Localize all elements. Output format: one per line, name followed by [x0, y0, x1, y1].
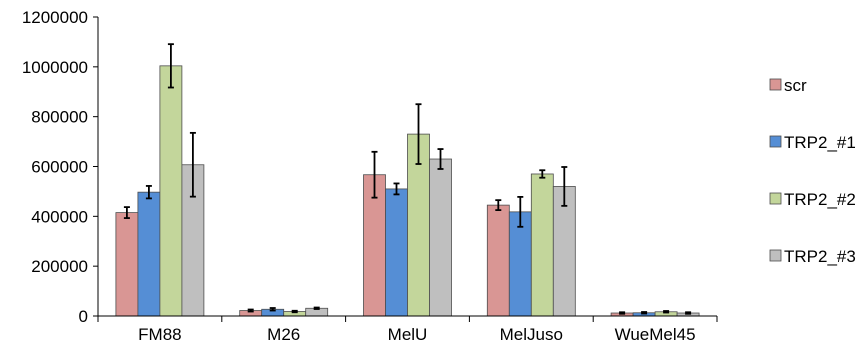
y-tick-label: 600000: [31, 158, 88, 177]
legend-label: TRP2_#2: [784, 190, 856, 209]
y-axis: 0 200000 400000 600000 800000 1000000 1200000: [22, 8, 99, 326]
bar-TRP21-MelU: [385, 188, 408, 317]
y-tick-label: 1000000: [22, 58, 88, 77]
x-tick-label: WueMel45: [615, 325, 696, 344]
bar-scr-MelJuso: [486, 204, 510, 317]
x-tick-label: FM88: [138, 325, 181, 344]
bars-area: [115, 65, 700, 317]
legend-label: TRP2_#1: [784, 133, 856, 152]
bar-TRP22-FM88: [159, 65, 183, 317]
bar-TRP23-MelU: [429, 158, 452, 317]
error-bars: [123, 43, 692, 315]
bar-TRP22-MelJuso: [530, 173, 554, 317]
y-tick-label: 200000: [31, 257, 88, 276]
legend-label: TRP2_#3: [784, 247, 856, 266]
legend-label: scr: [784, 76, 807, 95]
x-tick-label: MelJuso: [500, 325, 563, 344]
y-tick-label: 1200000: [22, 8, 88, 27]
bar-scr-FM88: [115, 212, 139, 317]
x-axis: FM88 M26 MelU MelJuso WueMel45: [97, 315, 718, 344]
legend-swatch-TRP22: [769, 192, 782, 205]
y-tick-label: 800000: [31, 108, 88, 127]
legend-swatch-TRP23: [769, 249, 782, 262]
y-tick-label: 0: [79, 307, 88, 326]
x-tick-label: M26: [267, 325, 300, 344]
legend-swatch-TRP21: [769, 135, 782, 148]
legend: scr TRP2_#1 TRP2_#2 TRP2_#3: [769, 76, 856, 266]
bar-TRP21-FM88: [137, 191, 161, 317]
legend-swatch-scr: [769, 78, 782, 91]
y-tick-label: 400000: [31, 207, 88, 226]
x-tick-label: MelU: [388, 325, 428, 344]
